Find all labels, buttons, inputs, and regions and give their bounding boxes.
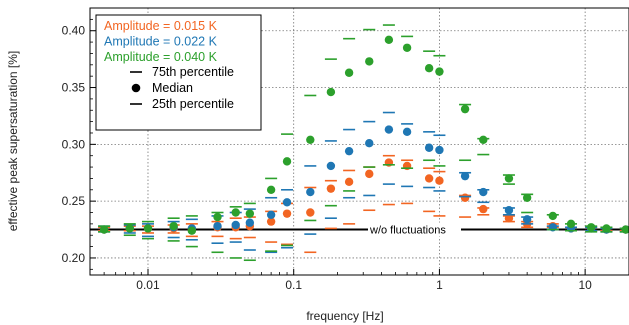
median-point [384,35,394,45]
median-point [621,225,629,234]
legend-marker-label: 75th percentile [152,65,234,79]
median-point [602,224,611,233]
series-3 [98,24,629,262]
median-point [460,171,470,181]
median-point [213,212,222,222]
legend-series-label: Amplitude = 0.022 K [104,35,218,49]
median-point [460,104,470,114]
y-tick-label: 0.35 [62,81,86,95]
median-point [213,221,222,231]
legend-box [95,14,262,131]
legend-marker-label: 25th percentile [152,97,234,111]
median-point [245,209,255,218]
x-tick-label: 1 [436,278,443,292]
median-point [143,224,153,233]
median-point [504,206,514,215]
reference-label-background [368,222,461,237]
median-point [504,213,514,223]
median-point [266,217,276,226]
median-point [231,208,240,217]
median-point [402,127,412,137]
median-point [231,220,240,230]
y-tick-label: 0.20 [62,251,86,265]
median-point [266,185,276,194]
median-point [566,219,576,229]
x-tick-label: 0.01 [136,278,160,292]
data-marks [98,24,629,262]
median-point [384,125,394,134]
legend-series-label: Amplitude = 0.015 K [104,19,218,33]
median-point [245,218,255,227]
median-point [125,224,134,233]
median-point [479,135,488,144]
legend-median-symbol [131,83,141,93]
median-point [266,210,276,219]
median-point [306,208,315,217]
median-point [282,157,292,166]
median-point [586,223,596,232]
y-tick-label: 0.40 [62,24,86,38]
plot-frame [89,7,629,276]
median-point [424,64,434,73]
median-point [479,204,488,214]
median-point [479,187,488,197]
grid [90,8,629,275]
median-point [169,221,178,231]
y-tick-label: 0.25 [62,194,86,208]
median-point [344,68,354,77]
median-point [435,67,444,76]
median-point [306,135,315,144]
median-point [326,184,336,193]
median-point [522,215,532,224]
x-axis-label: frequency [Hz] [306,309,383,323]
median-point [365,57,374,66]
median-point [344,177,354,187]
median-point [460,193,470,202]
median-point [548,211,558,221]
median-point [365,169,374,179]
median-point [365,139,374,148]
x-tick-label: 10 [578,278,592,292]
median-point [522,193,532,202]
median-point [282,209,292,218]
median-point [326,87,336,97]
legend-series-label: Amplitude = 0.040 K [104,50,218,64]
median-point [326,161,336,171]
y-axis-label: effective peak supersaturation [%] [6,51,20,232]
median-point [435,145,444,155]
median-point [424,143,434,152]
median-point [282,198,292,207]
median-point [344,146,354,156]
median-point [99,225,109,234]
median-point [435,176,444,185]
axis-ticks: 0.01 0.1 1 10 0.20 0.25 0.30 0.35 0.40 [62,18,629,292]
median-point [402,43,412,52]
reference-label: w/o fluctuations [369,225,446,237]
legend-marker-label: Median [152,81,193,95]
legend: Amplitude = 0.015 K Amplitude = 0.022 KAm… [95,14,262,131]
median-point [187,226,197,235]
y-tick-label: 0.30 [62,137,86,151]
median-point [306,187,315,197]
x-tick-label: 0.1 [285,278,302,292]
median-point [424,174,434,183]
median-point [504,174,514,183]
